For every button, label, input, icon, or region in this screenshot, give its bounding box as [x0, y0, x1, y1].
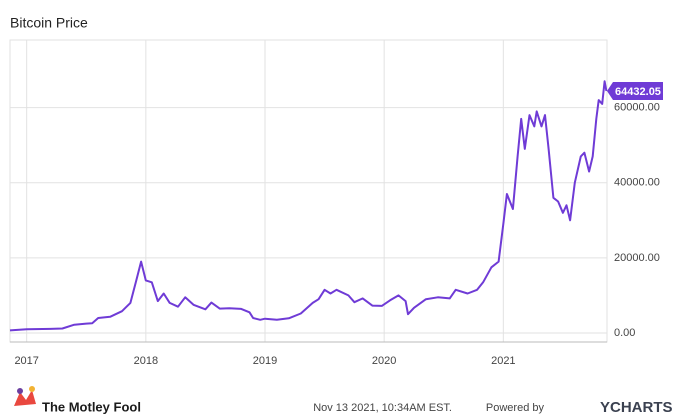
last-value-callout — [607, 81, 663, 100]
x-tick-label: 2018 — [134, 355, 158, 367]
x-tick-label: 2020 — [372, 355, 396, 367]
y-tick-label: 60000.00 — [614, 102, 660, 114]
x-tick-label: 2019 — [253, 355, 277, 367]
y-tick-label: 0.00 — [614, 327, 635, 339]
timestamp: Nov 13 2021, 10:34AM EST. — [313, 402, 452, 414]
brand: The Motley Fool — [42, 399, 141, 414]
y-tick-label: 20000.00 — [614, 252, 660, 264]
powered-by: Powered by — [486, 402, 545, 414]
y-tick-label: 40000.00 — [614, 177, 660, 189]
x-tick-label: 2021 — [491, 355, 515, 367]
logo-icon — [14, 386, 36, 406]
price-line — [9, 80, 608, 332]
plot-area — [9, 39, 608, 343]
x-tick-label: 2017 — [14, 355, 38, 367]
provider: YCHARTS — [600, 399, 673, 416]
last-value-label: 64432.05 — [615, 86, 661, 98]
chart-title: Bitcoin Price — [10, 15, 88, 31]
